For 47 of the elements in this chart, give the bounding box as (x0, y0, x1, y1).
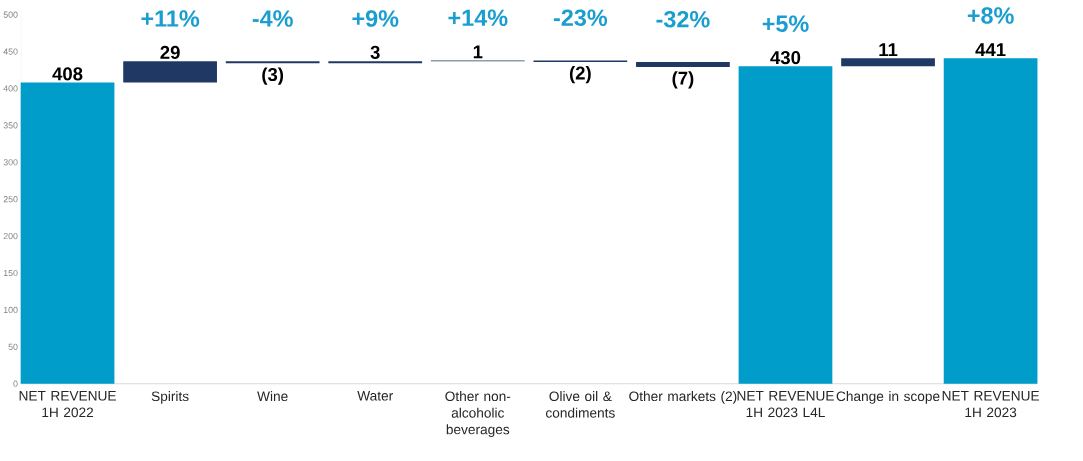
bar (841, 58, 935, 67)
data-label: 29 (160, 45, 180, 60)
x-tick-label: Water (357, 391, 393, 401)
data-label: (2) (569, 66, 591, 84)
data-label: 430 (770, 51, 801, 65)
data-label: (3) (262, 67, 284, 85)
annotation: +8% (967, 7, 1014, 24)
x-tick-label: NET REVENUE 1H 2022 (19, 391, 116, 418)
y-tick-label: 200 (3, 233, 18, 240)
x-tick-label: Wine (257, 391, 288, 402)
data-label: 3 (370, 45, 380, 60)
data-label: 1 (473, 45, 483, 59)
y-tick-label: 450 (3, 48, 18, 55)
data-label: 11 (879, 43, 898, 57)
data-label: 408 (52, 67, 83, 81)
annotation: +14% (448, 9, 508, 27)
y-tick-label: 150 (3, 269, 18, 277)
y-tick-label: 0 (13, 380, 18, 387)
x-tick-label: Change in scope (836, 391, 940, 404)
bar (738, 66, 833, 384)
y-tick-label: 250 (3, 196, 18, 203)
x-tick-label: NET REVENUE 1H 2023 L4L (737, 391, 834, 418)
x-tick-label: Olive oil & condiments (545, 391, 615, 418)
bar (225, 61, 320, 64)
annotation: +11% (141, 10, 200, 27)
bar (328, 61, 423, 64)
bar (123, 61, 217, 83)
data-label: (7) (672, 71, 694, 89)
y-tick-label: 400 (3, 85, 18, 92)
y-tick-label: 350 (3, 122, 18, 129)
x-tick-label: Spirits (151, 391, 189, 404)
annotation: -23% (553, 9, 608, 27)
y-tick-label: 300 (3, 159, 18, 166)
bar (943, 58, 1038, 384)
x-tick-label: Other non-alcoholic beverages (445, 391, 511, 438)
y-tick-label: 50 (8, 343, 18, 350)
bar (636, 61, 730, 68)
annotation: -4% (252, 10, 293, 27)
annotation: +5% (762, 15, 809, 33)
annotation: -32% (656, 10, 710, 28)
y-tick-label: 500 (3, 11, 18, 18)
bar (20, 82, 115, 384)
data-label: 441 (975, 43, 1006, 57)
annotation: +9% (352, 10, 399, 27)
x-tick-label: NET REVENUE 1H 2023 (942, 391, 1039, 418)
x-tick-label: Other markets (2) (629, 391, 737, 404)
y-tick-label: 100 (3, 306, 18, 314)
